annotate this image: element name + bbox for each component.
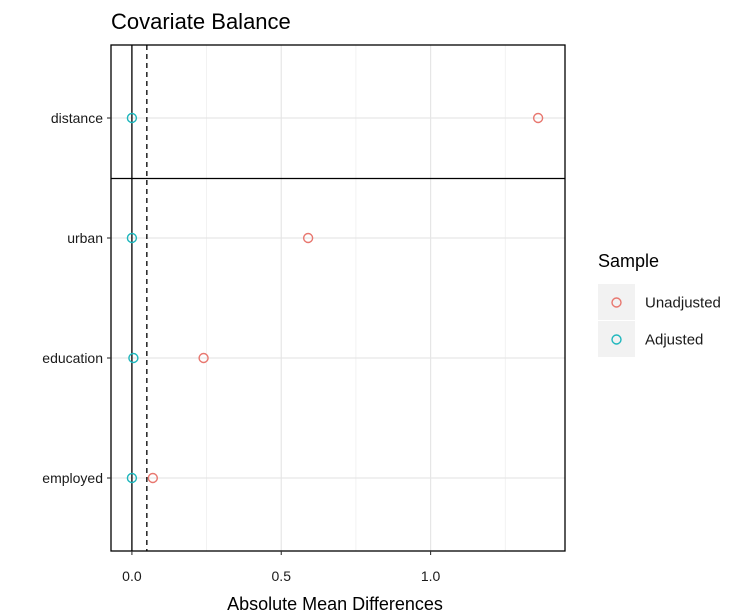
legend-label: Unadjusted <box>645 295 721 312</box>
y-axis: distance urban education employed <box>42 110 111 486</box>
data-point-adjusted <box>126 112 138 124</box>
x-axis-title: Absolute Mean Differences <box>227 594 443 614</box>
data-point-unadjusted <box>147 472 159 484</box>
x-tick-label: 0.5 <box>272 568 292 584</box>
panel-background <box>111 45 565 551</box>
x-axis: 0.0 0.5 1.0 <box>122 551 441 584</box>
chart-title: Covariate Balance <box>111 9 291 34</box>
reference-lines <box>131 45 148 551</box>
legend-label: Adjusted <box>645 332 703 349</box>
y-tick-label: distance <box>51 110 103 126</box>
data-points <box>126 112 544 484</box>
legend-title: Sample <box>598 251 659 271</box>
legend-key-unadjusted <box>611 297 622 308</box>
y-tick-label: employed <box>42 470 103 486</box>
grid-lines <box>111 45 565 551</box>
plot-panel <box>111 45 565 551</box>
x-tick-label: 0.0 <box>122 568 142 584</box>
data-point-adjusted <box>126 472 138 484</box>
legend: Sample Unadjusted Adjusted <box>598 251 721 357</box>
y-tick-label: education <box>42 350 103 366</box>
y-tick-label: urban <box>67 230 103 246</box>
legend-key-background <box>598 284 635 320</box>
legend-key-adjusted <box>611 334 622 345</box>
data-point-adjusted <box>126 232 138 244</box>
data-point-unadjusted <box>532 112 544 124</box>
data-point-unadjusted <box>302 232 314 244</box>
panel-frame <box>110 44 566 552</box>
legend-key-background <box>598 321 635 357</box>
x-tick-label: 1.0 <box>421 568 441 584</box>
data-point-adjusted <box>128 352 139 364</box>
panel-border <box>110 44 566 552</box>
data-point-unadjusted <box>198 352 209 364</box>
